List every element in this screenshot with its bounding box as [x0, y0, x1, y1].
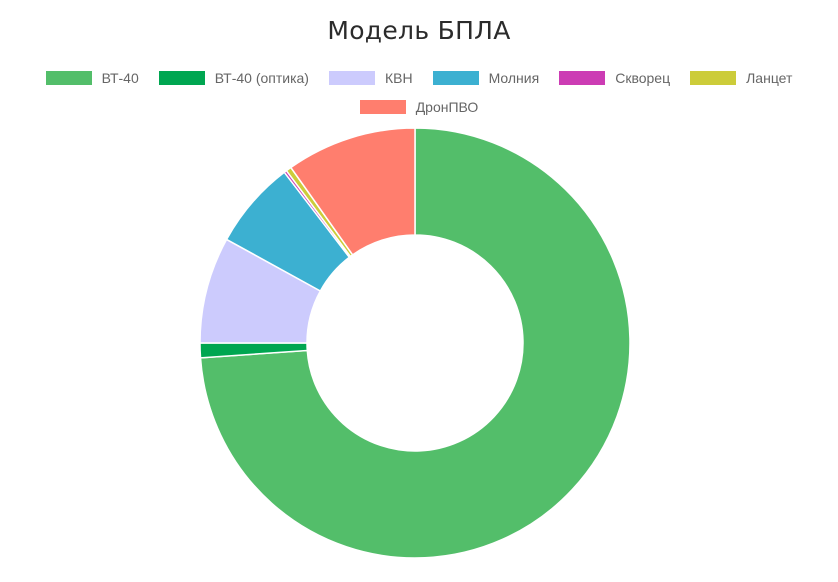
- legend-swatch: [45, 71, 92, 85]
- legend-swatch: [559, 71, 606, 85]
- chart-title: Модель БПЛА: [327, 16, 511, 45]
- slice-bt40[interactable]: [199, 127, 631, 559]
- legend-label: ВТ-40: [101, 70, 139, 86]
- legend-swatch: [359, 100, 406, 114]
- legend-item-bt40-optika[interactable]: ВТ-40 (оптика): [158, 70, 309, 86]
- legend-label: Молния: [488, 70, 540, 86]
- legend-row-1: ВТ-40 ВТ-40 (оптика) КВН Молния Скворец …: [0, 68, 838, 88]
- legend-item-skvorets[interactable]: Скворец: [559, 70, 670, 86]
- legend-item-dronpvo[interactable]: ДронПВО: [359, 99, 479, 115]
- legend-item-lantset[interactable]: Ланцет: [690, 70, 792, 86]
- legend-label: Ланцет: [746, 70, 793, 86]
- legend-label: ВТ-40 (оптика): [214, 70, 309, 86]
- legend-item-kvn[interactable]: КВН: [328, 70, 413, 86]
- legend-item-bt40[interactable]: ВТ-40: [45, 70, 139, 86]
- legend-label: Скворец: [615, 70, 671, 86]
- legend-swatch: [432, 71, 479, 85]
- legend-swatch: [328, 71, 375, 85]
- chart-legend: ВТ-40 ВТ-40 (оптика) КВН Молния Скворец …: [0, 68, 838, 126]
- slice-dronpvo[interactable]: [289, 127, 416, 256]
- legend-swatch: [158, 71, 205, 85]
- legend-label: ДронПВО: [415, 99, 479, 115]
- legend-label: КВН: [384, 70, 413, 86]
- legend-item-molniya[interactable]: Молния: [432, 70, 540, 86]
- legend-swatch: [690, 71, 737, 85]
- legend-row-2: ДронПВО: [0, 97, 838, 117]
